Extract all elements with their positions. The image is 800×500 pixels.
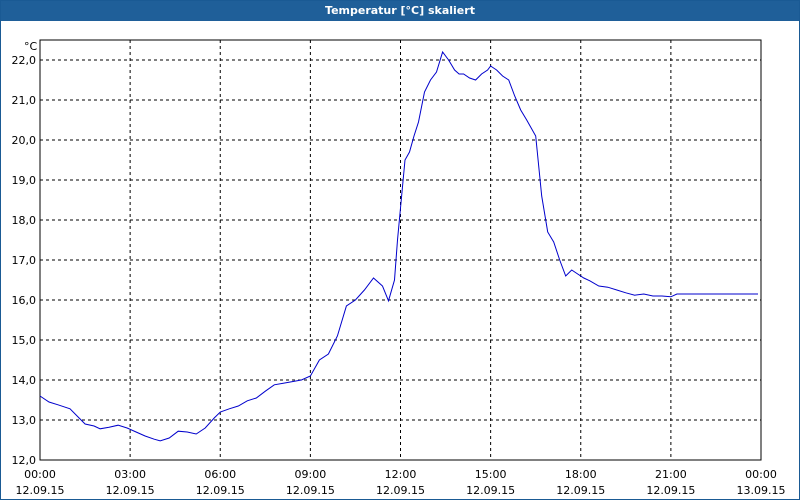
y-tick-label: 13,0 [12, 414, 37, 427]
x-axis-ticks: 00:00 12.09.15 03:00 12.09.15 06:00 12.09.15 0… [16, 468, 786, 497]
y-tick-label: 20,0 [12, 134, 37, 147]
y-tick-label: 12,0 [12, 454, 37, 467]
x-tick-time-label: 12:00 [385, 468, 417, 481]
y-tick-label: 22,0 [12, 54, 37, 67]
x-tick-time-label: 03:00 [114, 468, 146, 481]
grid-lines [40, 40, 761, 460]
x-tick-time-label: 21:00 [655, 468, 687, 481]
x-tick-time-label: 00:00 [745, 468, 777, 481]
y-tick-label: 17,0 [12, 254, 37, 267]
x-tick-date-label: 12.09.15 [376, 484, 425, 497]
y-tick-label: 18,0 [12, 214, 37, 227]
x-tick-date-label: 12.09.15 [196, 484, 245, 497]
y-tick-label: 21,0 [12, 94, 37, 107]
y-tick-label: 14,0 [12, 374, 37, 387]
x-tick-date-label: 12.09.15 [556, 484, 605, 497]
y-axis-unit-label: °C [24, 40, 38, 53]
x-tick-time-label: 15:00 [475, 468, 507, 481]
x-tick-time-label: 00:00 [24, 468, 56, 481]
x-tick-date-label: 12.09.15 [646, 484, 695, 497]
y-tick-label: 15,0 [12, 334, 37, 347]
temperature-chart: 12,0 13,0 14,0 15,0 16,0 17,0 18,0 19,0 20,0 21,0… [12, 39, 786, 497]
x-tick-date-label: 13.09.15 [737, 484, 786, 497]
x-tick-time-label: 09:00 [295, 468, 327, 481]
x-tick-date-label: 12.09.15 [16, 484, 65, 497]
window-title: Temperatur [°C] skaliert [1, 1, 799, 21]
temperature-series-line [39, 50, 758, 442]
y-axis-ticks: 12,0 13,0 14,0 15,0 16,0 17,0 18,0 19,0 20,0 21,0… [12, 54, 37, 467]
x-tick-date-label: 12.09.15 [106, 484, 155, 497]
y-tick-label: 19,0 [12, 174, 37, 187]
x-tick-time-label: 06:00 [204, 468, 236, 481]
y-tick-label: 16,0 [12, 294, 37, 307]
x-tick-time-label: 18:00 [565, 468, 597, 481]
x-tick-date-label: 12.09.15 [286, 484, 335, 497]
x-tick-date-label: 12.09.15 [466, 484, 515, 497]
